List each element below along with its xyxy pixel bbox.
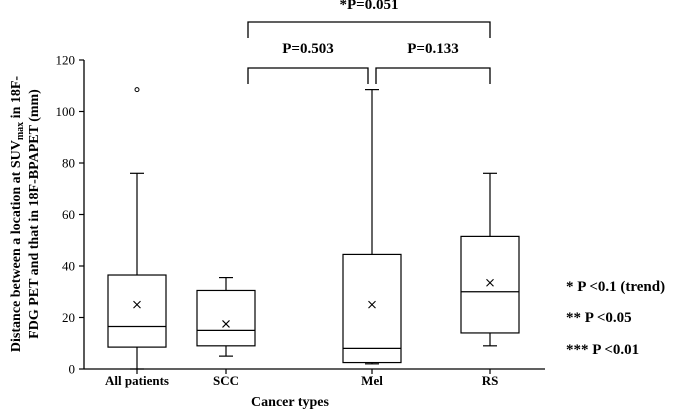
box-group [196,276,256,357]
comparison-bracket [375,67,491,84]
iqr-box [196,289,256,347]
mean-marker [368,300,376,309]
y-tick-label: 100 [56,104,76,119]
x-tick-label: Mel [361,373,383,388]
iqr-box [107,274,167,348]
svg-text:Distance between a location at: Distance between a location at SUVmax in… [9,76,26,352]
significance-legend-item: * P <0.1 (trend) [566,279,665,295]
comparison-bracket [247,21,491,38]
y-tick-label: 20 [62,310,75,325]
y-axis-title-part: in 18F- [9,76,24,122]
comparison-bracket [247,67,369,84]
x-tick-group: All patients SCC Mel RS [105,369,498,388]
iqr-box [342,253,402,364]
y-axis-title-subscript: max [15,122,26,140]
x-tick-label: SCC [213,373,239,388]
box-series [107,87,520,370]
comparison-brackets: P=0.503 P=0.133 *P=0.051 [247,0,491,84]
y-tick-label: 80 [62,156,75,171]
x-tick-label: All patients [105,373,169,388]
p-value-label: P=0.133 [407,41,458,57]
mean-marker [486,278,494,287]
y-tick-label: 60 [62,207,75,222]
p-value-label: P=0.503 [282,41,333,57]
y-tick-label: 0 [69,362,76,377]
box-group [107,87,167,370]
mean-marker [222,320,230,328]
significance-legend: * P <0.1 (trend) ** P <0.05 *** P <0.01 [566,279,665,358]
mean-marker [133,300,141,309]
y-axis-title-line1: Distance between a location at SUVmax in… [9,76,26,352]
y-axis-title-part: Distance between a location at SUV [9,140,24,352]
y-tick-label: 40 [62,259,75,274]
x-axis-title: Cancer types [251,395,329,410]
significance-legend-item: *** P <0.01 [566,342,639,358]
box-group [342,89,402,365]
y-tick-group: 0 20 40 60 80 100 120 [56,53,84,377]
y-tick-label: 120 [56,53,76,68]
x-tick-label: RS [482,373,499,388]
y-axis-title-text: FDG PET and that in 18F-BPAPET (mm) [27,89,42,339]
box-group [460,172,520,347]
iqr-box [460,235,520,334]
outlier-point [134,87,140,93]
p-value-label: *P=0.051 [340,0,399,13]
y-axis-title-line2: FDG PET and that in 18F-BPAPET (mm) [27,89,42,339]
significance-legend-item: ** P <0.05 [566,310,632,326]
